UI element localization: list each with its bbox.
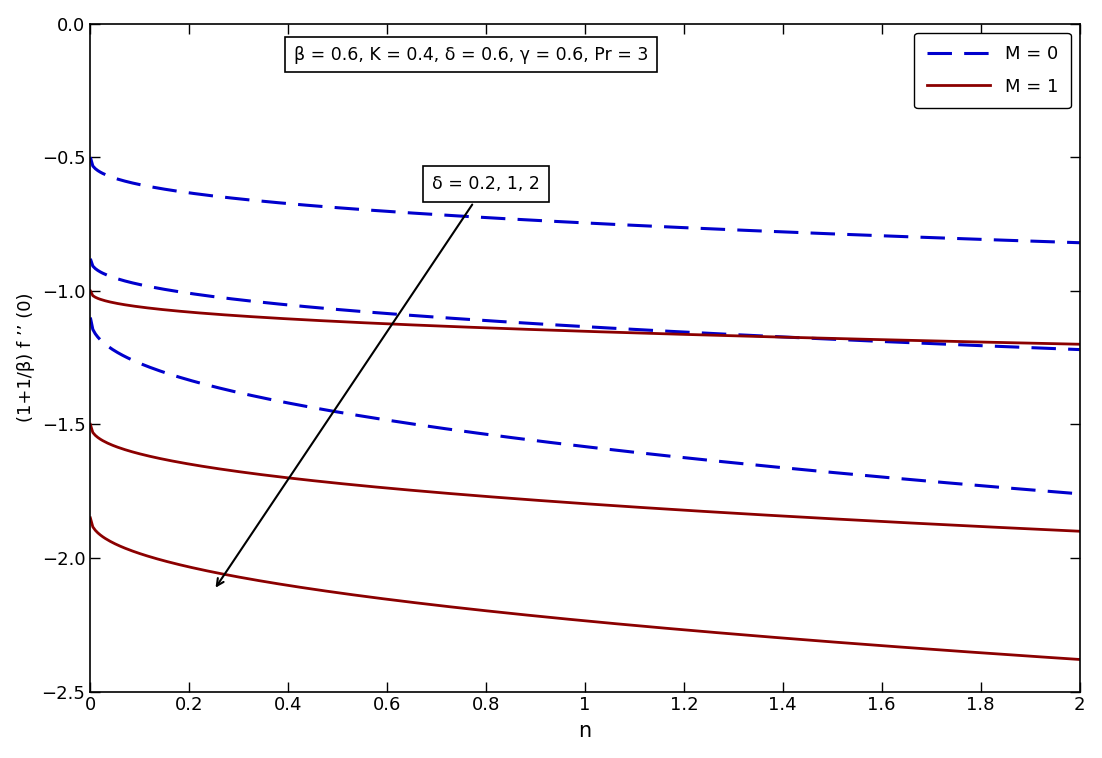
Y-axis label: (1+1/β) f ’’ (0): (1+1/β) f ’’ (0)	[17, 293, 34, 422]
Legend: M = 0, M = 1: M = 0, M = 1	[915, 33, 1070, 108]
Text: δ = 0.2, 1, 2: δ = 0.2, 1, 2	[217, 175, 540, 586]
X-axis label: n: n	[579, 722, 592, 741]
Text: β = 0.6, K = 0.4, δ = 0.6, γ = 0.6, Pr = 3: β = 0.6, K = 0.4, δ = 0.6, γ = 0.6, Pr =…	[294, 45, 648, 64]
